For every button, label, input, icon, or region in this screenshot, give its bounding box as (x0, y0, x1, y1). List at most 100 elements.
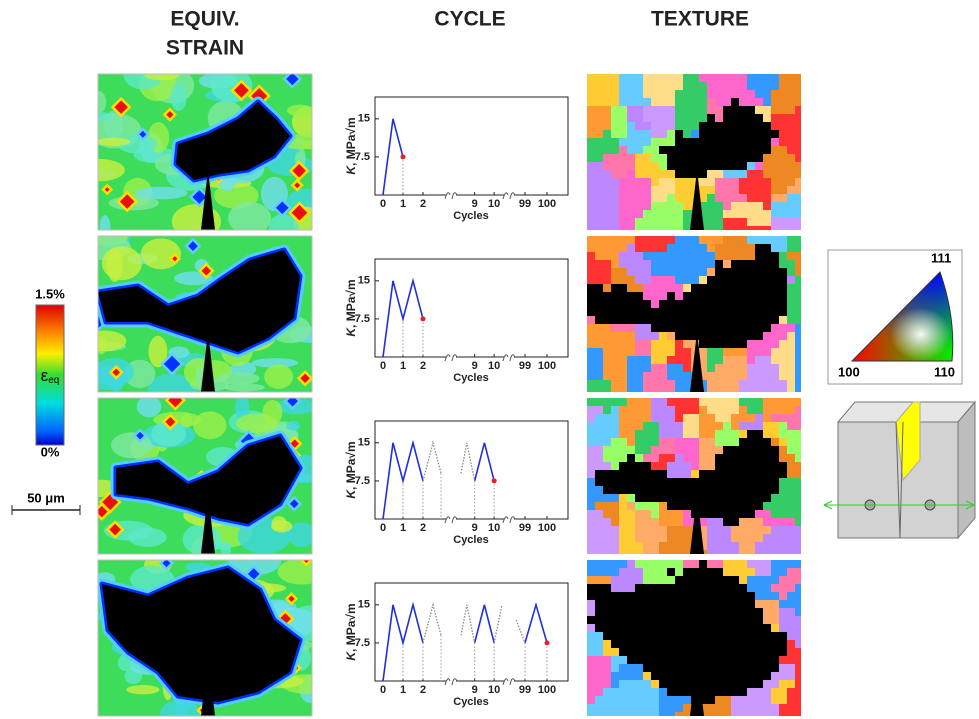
grain-cell (683, 518, 691, 526)
grain-cell (787, 210, 795, 218)
grain-cell (699, 608, 707, 616)
grain-cell (779, 154, 787, 162)
grain-cell (611, 226, 619, 230)
grain-cell (683, 324, 691, 332)
grain-cell (683, 576, 691, 584)
grain-cell (691, 494, 699, 502)
grain-cell (667, 194, 675, 202)
grain-cell (779, 380, 787, 388)
grain-cell (619, 340, 627, 348)
grain-cell (707, 372, 715, 380)
grain-cell (651, 576, 659, 584)
strain-blob (264, 364, 293, 389)
grain-cell (651, 194, 659, 202)
grain-cell (771, 608, 779, 616)
grain-cell (651, 696, 659, 704)
grain-cell (643, 632, 651, 640)
grain-cell (779, 656, 787, 664)
grain-cell (611, 430, 619, 438)
grain-cell (795, 372, 801, 380)
grain-cell (715, 364, 723, 372)
grain-cell (707, 616, 715, 624)
grain-cell (627, 244, 635, 252)
grain-cell (667, 138, 675, 146)
grain-cell (643, 422, 651, 430)
grain-cell (763, 138, 771, 146)
grain-cell (731, 260, 739, 268)
grain-cell (691, 422, 699, 430)
x-tick-label: 100 (538, 360, 556, 372)
grain-cell (627, 276, 635, 284)
grain-cell (683, 526, 691, 534)
grain-cell (699, 438, 707, 446)
grain-cell (691, 446, 699, 454)
grain-cell (643, 388, 651, 392)
grain-cell (707, 568, 715, 576)
grain-cell (675, 656, 683, 664)
grain-cell (667, 696, 675, 704)
grain-cell (763, 146, 771, 154)
grain-cell (659, 284, 667, 292)
grain-cell (635, 406, 643, 414)
grain-cell (667, 680, 675, 688)
grain-cell (763, 98, 771, 106)
grain-cell (643, 332, 651, 340)
grain-cell (635, 146, 643, 154)
grain-cell (595, 542, 603, 550)
grain-cell (659, 324, 667, 332)
grain-cell (771, 616, 779, 624)
grain-cell (739, 696, 747, 704)
grain-cell (643, 640, 651, 648)
grain-cell (659, 704, 667, 712)
grain-cell (763, 244, 771, 252)
grain-cell (643, 98, 651, 106)
grain-cell (587, 226, 595, 230)
grain-cell (755, 672, 763, 680)
grain-cell (723, 364, 731, 372)
grain-cell (611, 210, 619, 218)
grain-cell (755, 680, 763, 688)
grain-cell (603, 664, 611, 672)
grain-cell (603, 98, 611, 106)
grain-cell (779, 244, 787, 252)
grain-cell (643, 478, 651, 486)
grain-cell (707, 632, 715, 640)
grain-cell (715, 632, 723, 640)
grain-cell (683, 584, 691, 592)
grain-cell (667, 308, 675, 316)
grain-cell (643, 372, 651, 380)
grain-cell (699, 406, 707, 414)
grain-cell (675, 218, 683, 226)
grain-cell (587, 186, 595, 194)
grain-cell (643, 624, 651, 632)
grain-cell (643, 414, 651, 422)
grain-cell (763, 696, 771, 704)
grain-cell (763, 624, 771, 632)
grain-cell (723, 438, 731, 446)
grain-cell (691, 74, 699, 82)
grain-cell (603, 648, 611, 656)
grain-cell (587, 292, 595, 300)
grain-cell (755, 268, 763, 276)
grain-cell (779, 178, 787, 186)
grain-cell (771, 122, 779, 130)
grain-cell (675, 542, 683, 550)
grain-cell (795, 74, 801, 82)
grain-cell (675, 138, 683, 146)
grain-cell (747, 632, 755, 640)
grain-cell (795, 470, 801, 478)
grain-cell (635, 226, 643, 230)
grain-cell (723, 430, 731, 438)
grain-cell (683, 356, 691, 364)
grain-cell (779, 340, 787, 348)
grain-cell (739, 122, 747, 130)
x-tick-label: 0 (380, 360, 386, 372)
grain-cell (715, 462, 723, 470)
grain-cell (683, 664, 691, 672)
grain-cell (587, 696, 595, 704)
grain-cell (587, 478, 595, 486)
grain-cell (635, 316, 643, 324)
grain-cell (595, 656, 603, 664)
grain-cell (667, 672, 675, 680)
grain-cell (763, 276, 771, 284)
